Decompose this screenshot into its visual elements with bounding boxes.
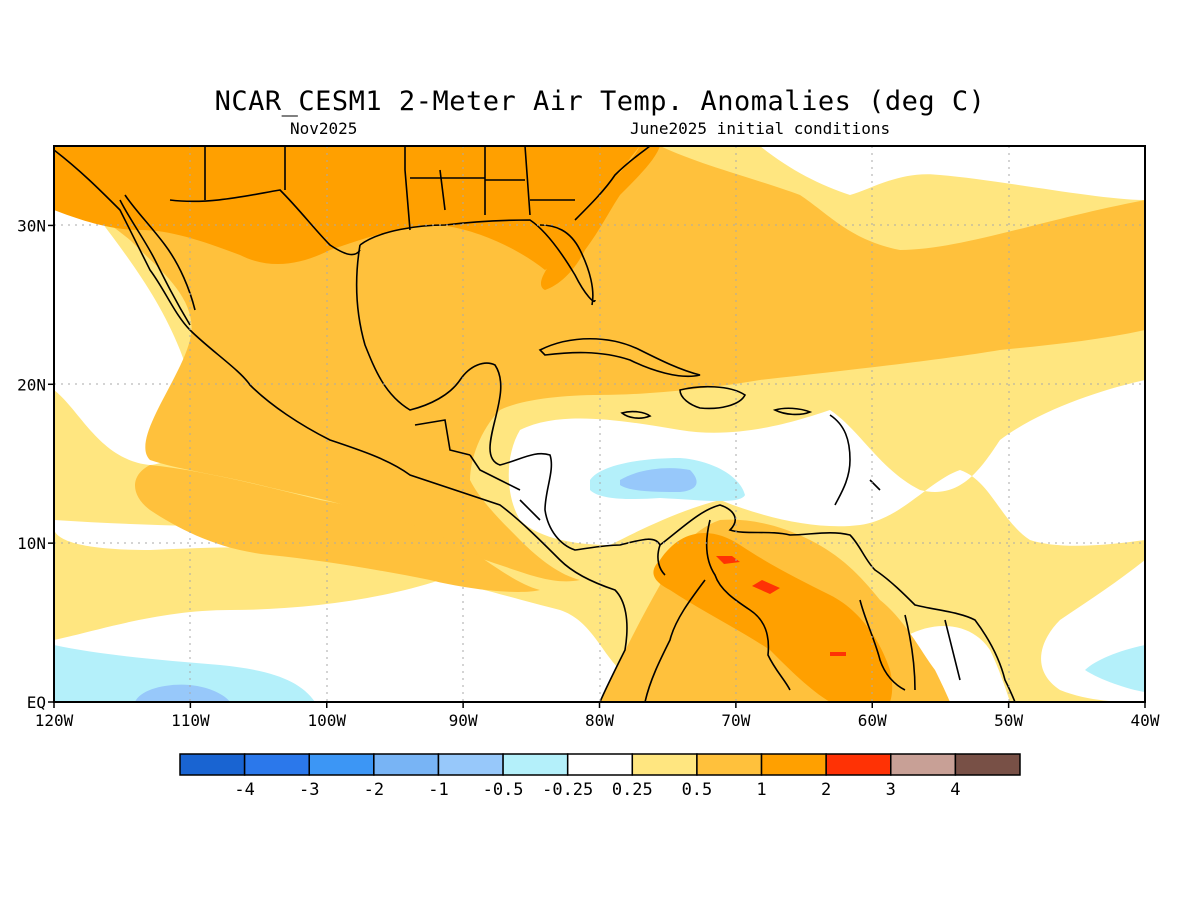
guyana-suriname-borders <box>859 599 961 691</box>
color-bar-label: -3 <box>299 780 319 800</box>
lon-tick-label: 40W <box>1131 711 1160 730</box>
color-bar-label: -0.5 <box>483 780 524 800</box>
lon-tick-label: 70W <box>721 711 750 730</box>
lat-tick-label: 20N <box>17 375 46 394</box>
color-bar-swatch <box>308 753 375 776</box>
color-bar-label: 0.25 <box>612 780 653 800</box>
anomaly-neg-0.5-1-caribbean <box>620 468 697 492</box>
color-bar-label: 4 <box>950 780 960 800</box>
lon-tick-label: 110W <box>171 711 210 730</box>
latitude-axis: 30N 20N 10N EQ <box>17 216 54 712</box>
color-bar-swatch <box>954 753 1021 776</box>
baja-california-coast <box>119 194 196 326</box>
color-bar-swatch <box>243 753 310 776</box>
anomaly-1-2-north <box>54 146 640 270</box>
color-bar-label: 0.5 <box>682 780 713 800</box>
forecast-month: Nov2025 <box>290 119 358 138</box>
color-bar-label: 3 <box>886 780 896 800</box>
color-bar-swatch <box>760 753 827 776</box>
us-state-borders <box>204 146 575 231</box>
jamaica <box>620 410 652 419</box>
lat-tick-label: 30N <box>17 216 46 235</box>
lat-tick-label: EQ <box>27 693 46 712</box>
color-bar-swatch <box>502 753 569 776</box>
anomaly-2-3-patch-c <box>830 652 846 656</box>
anomaly-2-3-patch-b <box>752 580 780 594</box>
anomaly-neg-0.25-0.5-pacific <box>54 645 315 702</box>
venezuela-colombia-border <box>644 519 791 702</box>
atlantic-us-coast <box>574 146 651 221</box>
color-bar-label: 2 <box>821 780 831 800</box>
us-mexico-border <box>169 189 361 256</box>
graticule <box>54 146 1145 702</box>
lon-tick-label: 100W <box>307 711 346 730</box>
anomaly-0.5-1-pacific-lobe <box>135 465 540 592</box>
hispaniola <box>679 385 747 410</box>
puerto-rico <box>772 407 813 416</box>
color-bar-swatch <box>437 753 504 776</box>
central-america-borders <box>414 419 541 521</box>
color-bar-swatch <box>696 753 763 776</box>
lon-tick-label: 120W <box>35 711 74 730</box>
pacific-coastline <box>54 149 628 702</box>
color-bar-label: 1 <box>756 780 766 800</box>
color-bar-label: -0.25 <box>542 780 593 800</box>
map-title: NCAR_CESM1 2-Meter Air Temp. Anomalies (… <box>214 86 986 117</box>
color-bar-label: -4 <box>234 780 254 800</box>
longitude-axis: 120W 110W 100W 90W 80W 70W 60W 50W 40W <box>35 702 1160 730</box>
anomaly-neg-0.5-1-pacific <box>135 684 230 702</box>
color-bar-swatch <box>825 753 892 776</box>
gulf-of-mexico-coast <box>355 219 596 421</box>
lon-tick-label: 80W <box>585 711 614 730</box>
anomaly-neutral-north-atlantic <box>760 146 1145 200</box>
lesser-antilles <box>829 414 881 506</box>
central-america-caribbean-coast <box>489 419 666 576</box>
color-bar-swatch <box>179 753 246 776</box>
lon-tick-label: 50W <box>994 711 1023 730</box>
color-bar-swatch <box>566 753 634 776</box>
anomaly-neutral-caribbean <box>508 380 1145 546</box>
anomaly-neutral-east-pacific <box>54 200 193 465</box>
lat-tick-label: 10N <box>17 534 46 553</box>
lon-tick-label: 90W <box>449 711 478 730</box>
color-bar-label: -1 <box>428 780 448 800</box>
anomaly-fields <box>54 146 1145 702</box>
color-bar-swatch <box>890 753 957 776</box>
color-bar-legend: -4 -3 -2 -1 -0.5 -0.25 0.25 0.5 1 2 3 4 <box>179 753 1021 800</box>
initial-conditions-label: June2025 initial conditions <box>630 119 891 138</box>
color-bar-swatch <box>631 753 698 776</box>
color-bar-swatch <box>373 753 440 776</box>
anomaly-1-2-venezuela <box>653 533 893 702</box>
florida-coast <box>539 224 594 306</box>
south-america-north-coast <box>659 504 1016 702</box>
coastlines <box>54 146 1016 702</box>
lon-tick-label: 60W <box>858 711 887 730</box>
color-bar-label: -2 <box>364 780 384 800</box>
anomaly-neg-0.25-0.5-atlantic <box>1085 645 1145 692</box>
cuba <box>538 338 701 378</box>
anomaly-2-3-patch-a <box>716 556 740 564</box>
